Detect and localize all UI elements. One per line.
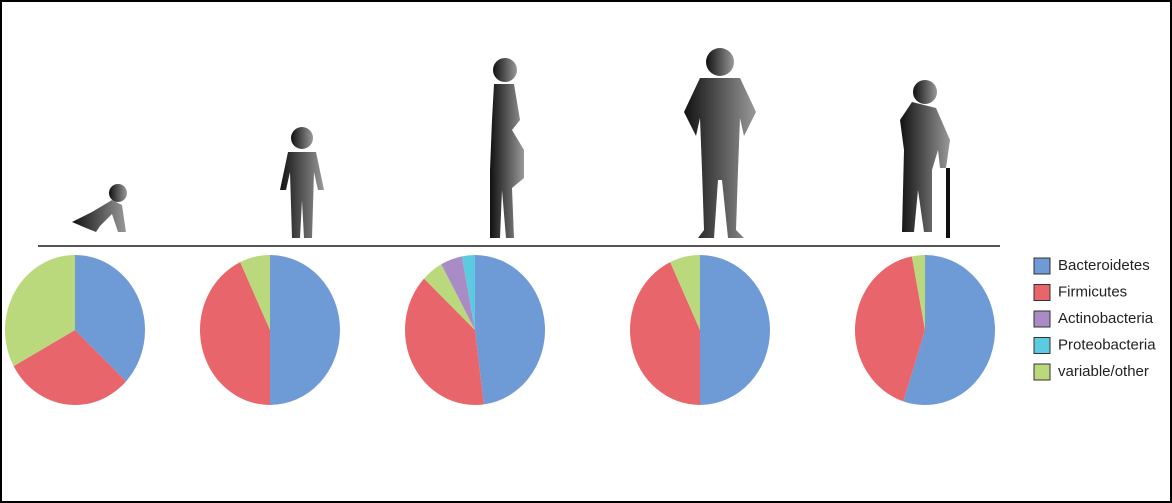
pie-slice [75, 255, 145, 382]
legend-label: Actinobacteria [1058, 310, 1154, 327]
pie-slice [855, 256, 925, 402]
pie-slice [423, 264, 475, 330]
infant-head [109, 184, 127, 202]
legend-label: Firmicutes [1058, 283, 1127, 300]
child-body [280, 152, 324, 238]
elder-head [913, 80, 937, 104]
pie-slice [13, 330, 127, 405]
pie-slice [700, 255, 770, 405]
pie-slice [270, 255, 340, 405]
legend-label: Bacteroidetes [1058, 257, 1150, 274]
legend-swatch [1033, 310, 1051, 328]
pie-slice [404, 278, 484, 405]
woman-body [490, 84, 524, 238]
pie-slice [240, 255, 270, 330]
legend-swatch [1033, 363, 1051, 381]
child-head [291, 127, 313, 149]
man-body [684, 78, 756, 238]
elder-body [900, 102, 950, 232]
pie-slice [670, 255, 700, 330]
pie-slice [629, 262, 700, 405]
legend-swatch [1033, 257, 1051, 275]
legend-label: Proteobacteria [1058, 336, 1156, 353]
silhouettes [72, 48, 950, 238]
pie-slice [461, 255, 475, 330]
pie-slice [200, 262, 270, 405]
legend-swatch [1033, 337, 1051, 354]
pie-slice [4, 255, 75, 367]
man-head [706, 48, 734, 76]
pie-slice [441, 256, 475, 330]
legend-swatch [1033, 284, 1051, 301]
woman-head [493, 58, 517, 82]
legend-label: variable/other [1058, 363, 1149, 380]
infant-body [72, 200, 126, 232]
pie-slice [903, 255, 995, 405]
pie-slice [475, 255, 545, 405]
pie-slice [911, 255, 925, 330]
